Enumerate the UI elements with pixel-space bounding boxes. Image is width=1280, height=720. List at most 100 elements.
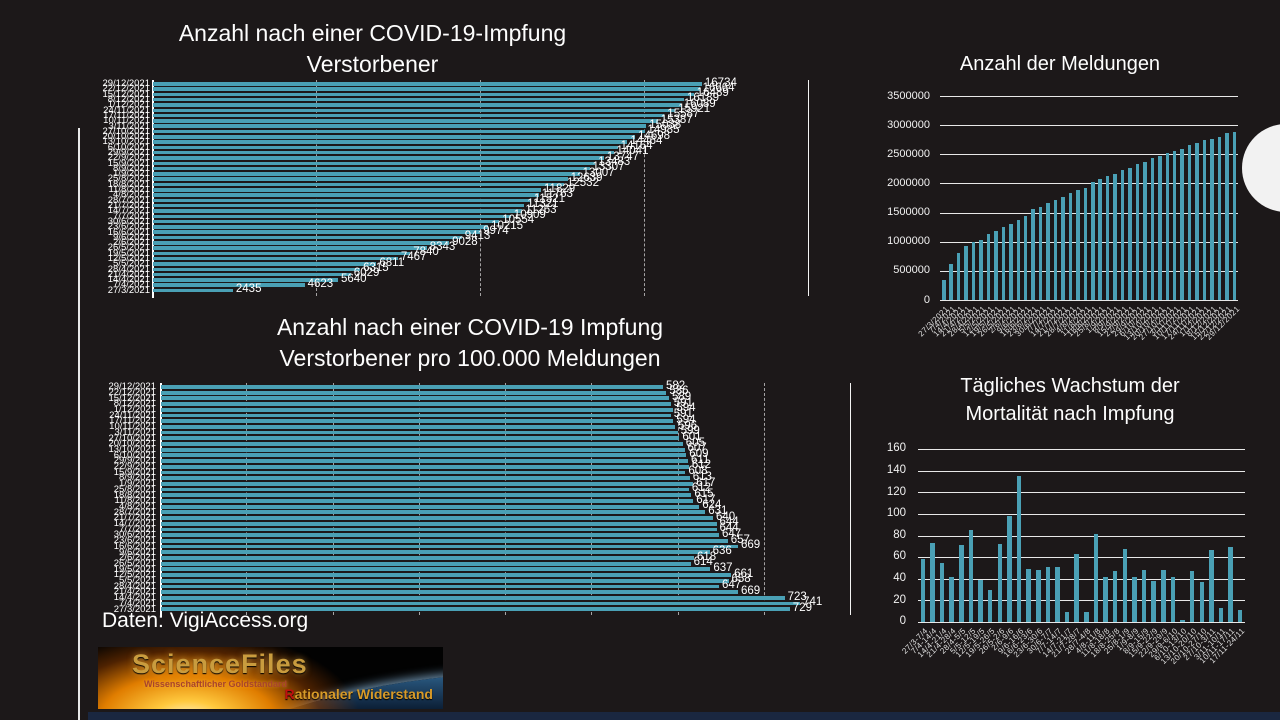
bar — [161, 385, 663, 389]
category-label: 18/8/2021 — [113, 489, 156, 501]
value-label: 617 — [696, 493, 716, 506]
bar — [1172, 150, 1177, 300]
category-label: 21/7-28/7 — [1050, 626, 1084, 660]
bar — [1161, 570, 1166, 622]
category-label: 10/11/2021 — [109, 421, 156, 433]
category-label: 2/6/2021 — [119, 552, 156, 564]
category-label: 21/4-28/4 — [925, 626, 959, 660]
category-label: 27/3/2021 — [107, 284, 150, 296]
bar — [161, 499, 694, 503]
bar — [1120, 170, 1125, 300]
category-label: 27/10/2021 — [102, 125, 150, 137]
category-label: 1/9-8/9 — [1114, 626, 1141, 653]
y-axis-line — [160, 383, 162, 617]
value-label: 10554 — [502, 214, 535, 227]
category-label: 2/6/2021 — [113, 237, 150, 249]
category-label: 17/11/2021 — [1159, 304, 1197, 342]
bar — [1128, 167, 1132, 300]
category-label: 1/9/2021 — [119, 478, 156, 490]
category-label: 22/9-29/9 — [1136, 626, 1170, 660]
value-label: 605 — [685, 436, 705, 449]
y-tick-label: 120 — [886, 485, 906, 498]
category-label: 14/7/2021 — [107, 205, 150, 217]
category-label: 7/4/2021 — [113, 279, 150, 291]
gridline — [940, 125, 1238, 127]
bar — [939, 562, 945, 622]
category-label: 17/11-24/11 — [1207, 626, 1247, 666]
bar — [959, 545, 964, 622]
gridline — [850, 383, 851, 615]
bar — [1189, 571, 1195, 622]
bar — [968, 530, 974, 622]
value-label: 594 — [676, 413, 696, 426]
category-label: 30/6/2021 — [1013, 304, 1048, 339]
category-label: 21/4/2021 — [107, 268, 150, 280]
bar — [1026, 569, 1031, 622]
value-label: 637 — [713, 562, 733, 574]
category-label: 1/12/2021 — [113, 404, 156, 415]
category-label: 24/11/2021 — [103, 104, 150, 116]
value-label: 9028 — [452, 235, 478, 248]
value-label: 631 — [708, 505, 728, 517]
category-label: 10/11/2021 — [103, 115, 150, 127]
category-label: 28/7/2021 — [107, 194, 150, 206]
category-label: 4/8/2021 — [119, 500, 156, 512]
gridline — [918, 600, 1245, 602]
category-label: 6/10/2021 — [1117, 304, 1152, 339]
category-label: 1/12/2021 — [1177, 304, 1212, 339]
logo-tagline-text: Rationaler Widerstand — [285, 686, 433, 702]
bar — [1165, 152, 1169, 300]
bar — [1045, 566, 1051, 622]
bar — [1023, 216, 1028, 300]
category-label: 29/12/2021 — [102, 78, 150, 89]
category-label: 24/11/2021 — [1166, 304, 1204, 342]
value-label: 644 — [719, 522, 739, 535]
bar — [1031, 209, 1035, 300]
category-label: 4/8-11/8 — [1073, 626, 1103, 656]
category-label: 22/9/2021 — [1102, 304, 1137, 339]
bar — [1158, 155, 1162, 300]
chart-title-deaths-total-line1: Anzahl nach einer COVID-19-Impfung — [178, 20, 567, 46]
value-label: 601 — [682, 430, 702, 443]
bar — [153, 262, 377, 266]
gridline — [918, 557, 1245, 559]
bar — [1105, 175, 1110, 300]
logo-tagline-initial: R — [284, 686, 295, 702]
y-tick-label: 3000000 — [887, 118, 930, 131]
bar — [964, 246, 968, 300]
category-label: 8/9/2021 — [1091, 304, 1122, 335]
category-label: 9/6-16/6 — [995, 626, 1026, 656]
value-label: 657 — [730, 533, 750, 546]
y-tick-label: 40 — [893, 572, 906, 584]
category-label: 18/8-25/8 — [1088, 626, 1122, 660]
y-tick-label: 2500000 — [887, 147, 930, 160]
category-label: 13/10/2021 — [108, 443, 156, 455]
bar — [161, 442, 683, 446]
value-label: 741 — [803, 596, 823, 609]
value-label: 618 — [697, 550, 717, 563]
bar — [1143, 161, 1147, 300]
bar — [153, 267, 361, 272]
category-label: 12/5/2021 — [113, 569, 156, 581]
bar — [153, 225, 489, 229]
bar — [1076, 190, 1080, 300]
category-label: 6/10-13/10 — [1152, 626, 1189, 663]
bar — [161, 476, 690, 481]
category-label: 7/7/2021 — [113, 210, 150, 222]
category-label: 20/10-27/10 — [1168, 626, 1209, 666]
bar — [153, 288, 233, 293]
bar — [153, 150, 614, 155]
category-label: 7/4-14/4 — [909, 626, 939, 656]
y-tick-label: 0 — [899, 615, 906, 628]
value-label: 12639 — [570, 171, 603, 184]
category-label: 15/12/2021 — [108, 392, 156, 404]
category-label: 14/7/2021 — [113, 518, 156, 529]
bar — [153, 103, 681, 107]
gridline — [316, 80, 317, 296]
bar — [930, 543, 935, 622]
category-label: 15/12/2021 — [1188, 304, 1227, 342]
category-label: 28/7-4/8 — [1063, 626, 1093, 656]
category-label: 19/5/2021 — [113, 563, 156, 575]
bar — [153, 198, 531, 203]
category-label: 30/6-7/7 — [1024, 626, 1055, 656]
